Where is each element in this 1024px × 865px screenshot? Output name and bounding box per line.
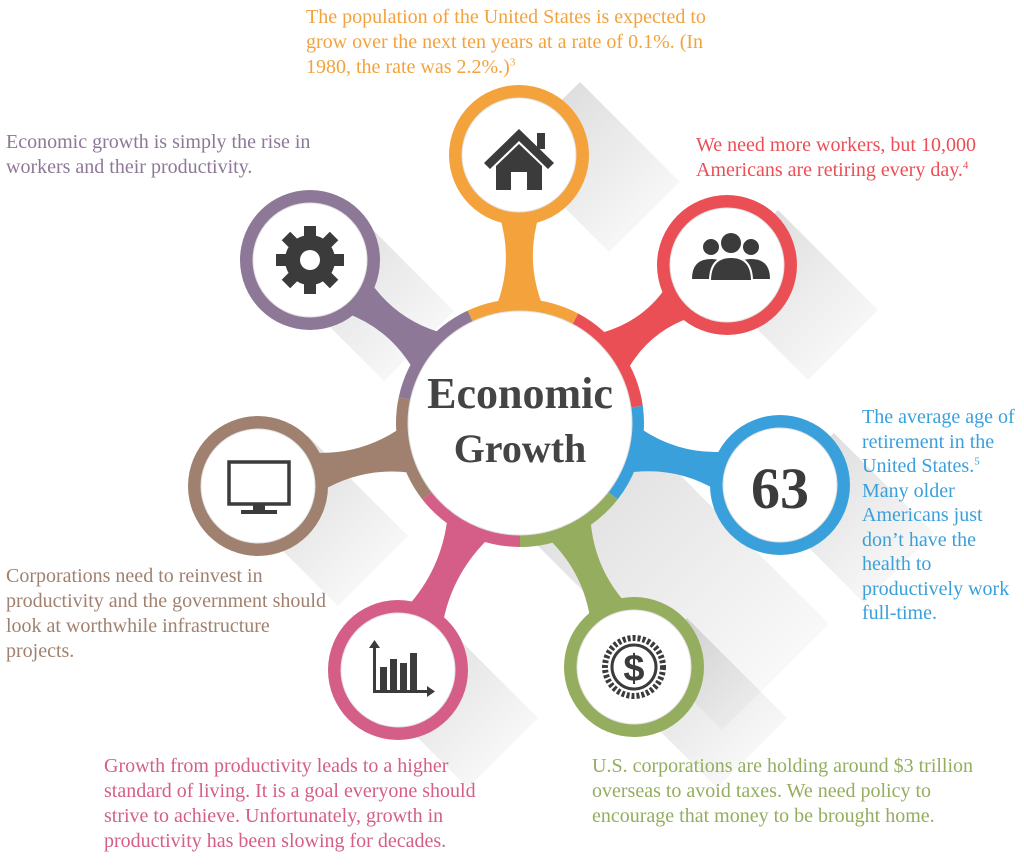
center-title-line1: Economic	[427, 369, 613, 418]
center-disc	[407, 310, 633, 536]
workers-caption-text: We need more workers, but 10,000 America…	[696, 134, 976, 181]
gear-icon	[276, 226, 344, 294]
left-ring-segment	[395, 397, 432, 500]
corporations-caption: U.S. corporations are holding around $3 …	[592, 754, 1012, 829]
workers-caption: We need more workers, but 10,000 America…	[696, 133, 1016, 183]
productivity-caption: Growth from productivity leads to a high…	[104, 754, 504, 854]
right-node-disc	[722, 427, 838, 543]
top-left-stem	[345, 280, 439, 367]
retirement-caption-text-2: Many older Americans just don’t have the…	[862, 479, 1010, 625]
left-stem	[311, 429, 409, 492]
right-ring-segment	[608, 405, 644, 500]
house-icon	[484, 129, 554, 190]
monitor-icon	[227, 460, 291, 514]
corporations-caption-text: U.S. corporations are holding around $3 …	[592, 755, 974, 827]
top-stem	[497, 214, 542, 304]
node-rings	[188, 85, 850, 740]
connector-stems	[311, 214, 727, 626]
top-ring-segment	[467, 299, 579, 325]
retirement-footnote: 5	[974, 455, 980, 468]
people-icon	[692, 233, 770, 282]
bar-chart-icon	[369, 640, 435, 697]
right-stem	[631, 429, 727, 491]
svg-text:$: $	[623, 648, 644, 690]
population-caption-text: The population of the United States is e…	[306, 6, 706, 78]
economic-growth-caption: Economic growth is simply the rise in wo…	[6, 130, 366, 180]
population-footnote: 3	[509, 56, 516, 69]
reinvest-caption-text: Corporations need to reinvest in product…	[6, 565, 326, 662]
retirement-caption-text-1: The average age of retirement in the Uni…	[862, 406, 1015, 477]
center-title-line2: Growth	[454, 426, 587, 471]
left-node-disc	[200, 428, 316, 544]
bottom-left-stem	[406, 520, 487, 626]
bottom-right-ring-segment	[520, 491, 618, 547]
economic-growth-caption-text: Economic growth is simply the rise in wo…	[6, 131, 311, 178]
retirement-age-number: 63	[751, 456, 809, 521]
bottom-left-node-disc	[340, 612, 456, 728]
bottom-right-stem	[550, 522, 627, 622]
top-right-stem	[602, 285, 692, 368]
reinvest-caption: Corporations need to reinvest in product…	[6, 564, 326, 664]
dollar-coin-icon: $	[602, 635, 666, 699]
bottom-left-ring-segment	[422, 491, 520, 547]
population-caption: The population of the United States is e…	[306, 5, 706, 80]
workers-footnote: 4	[962, 159, 969, 172]
retirement-age-caption: The average age of retirement in the Uni…	[862, 405, 1022, 626]
productivity-caption-text: Growth from productivity leads to a high…	[104, 755, 476, 852]
